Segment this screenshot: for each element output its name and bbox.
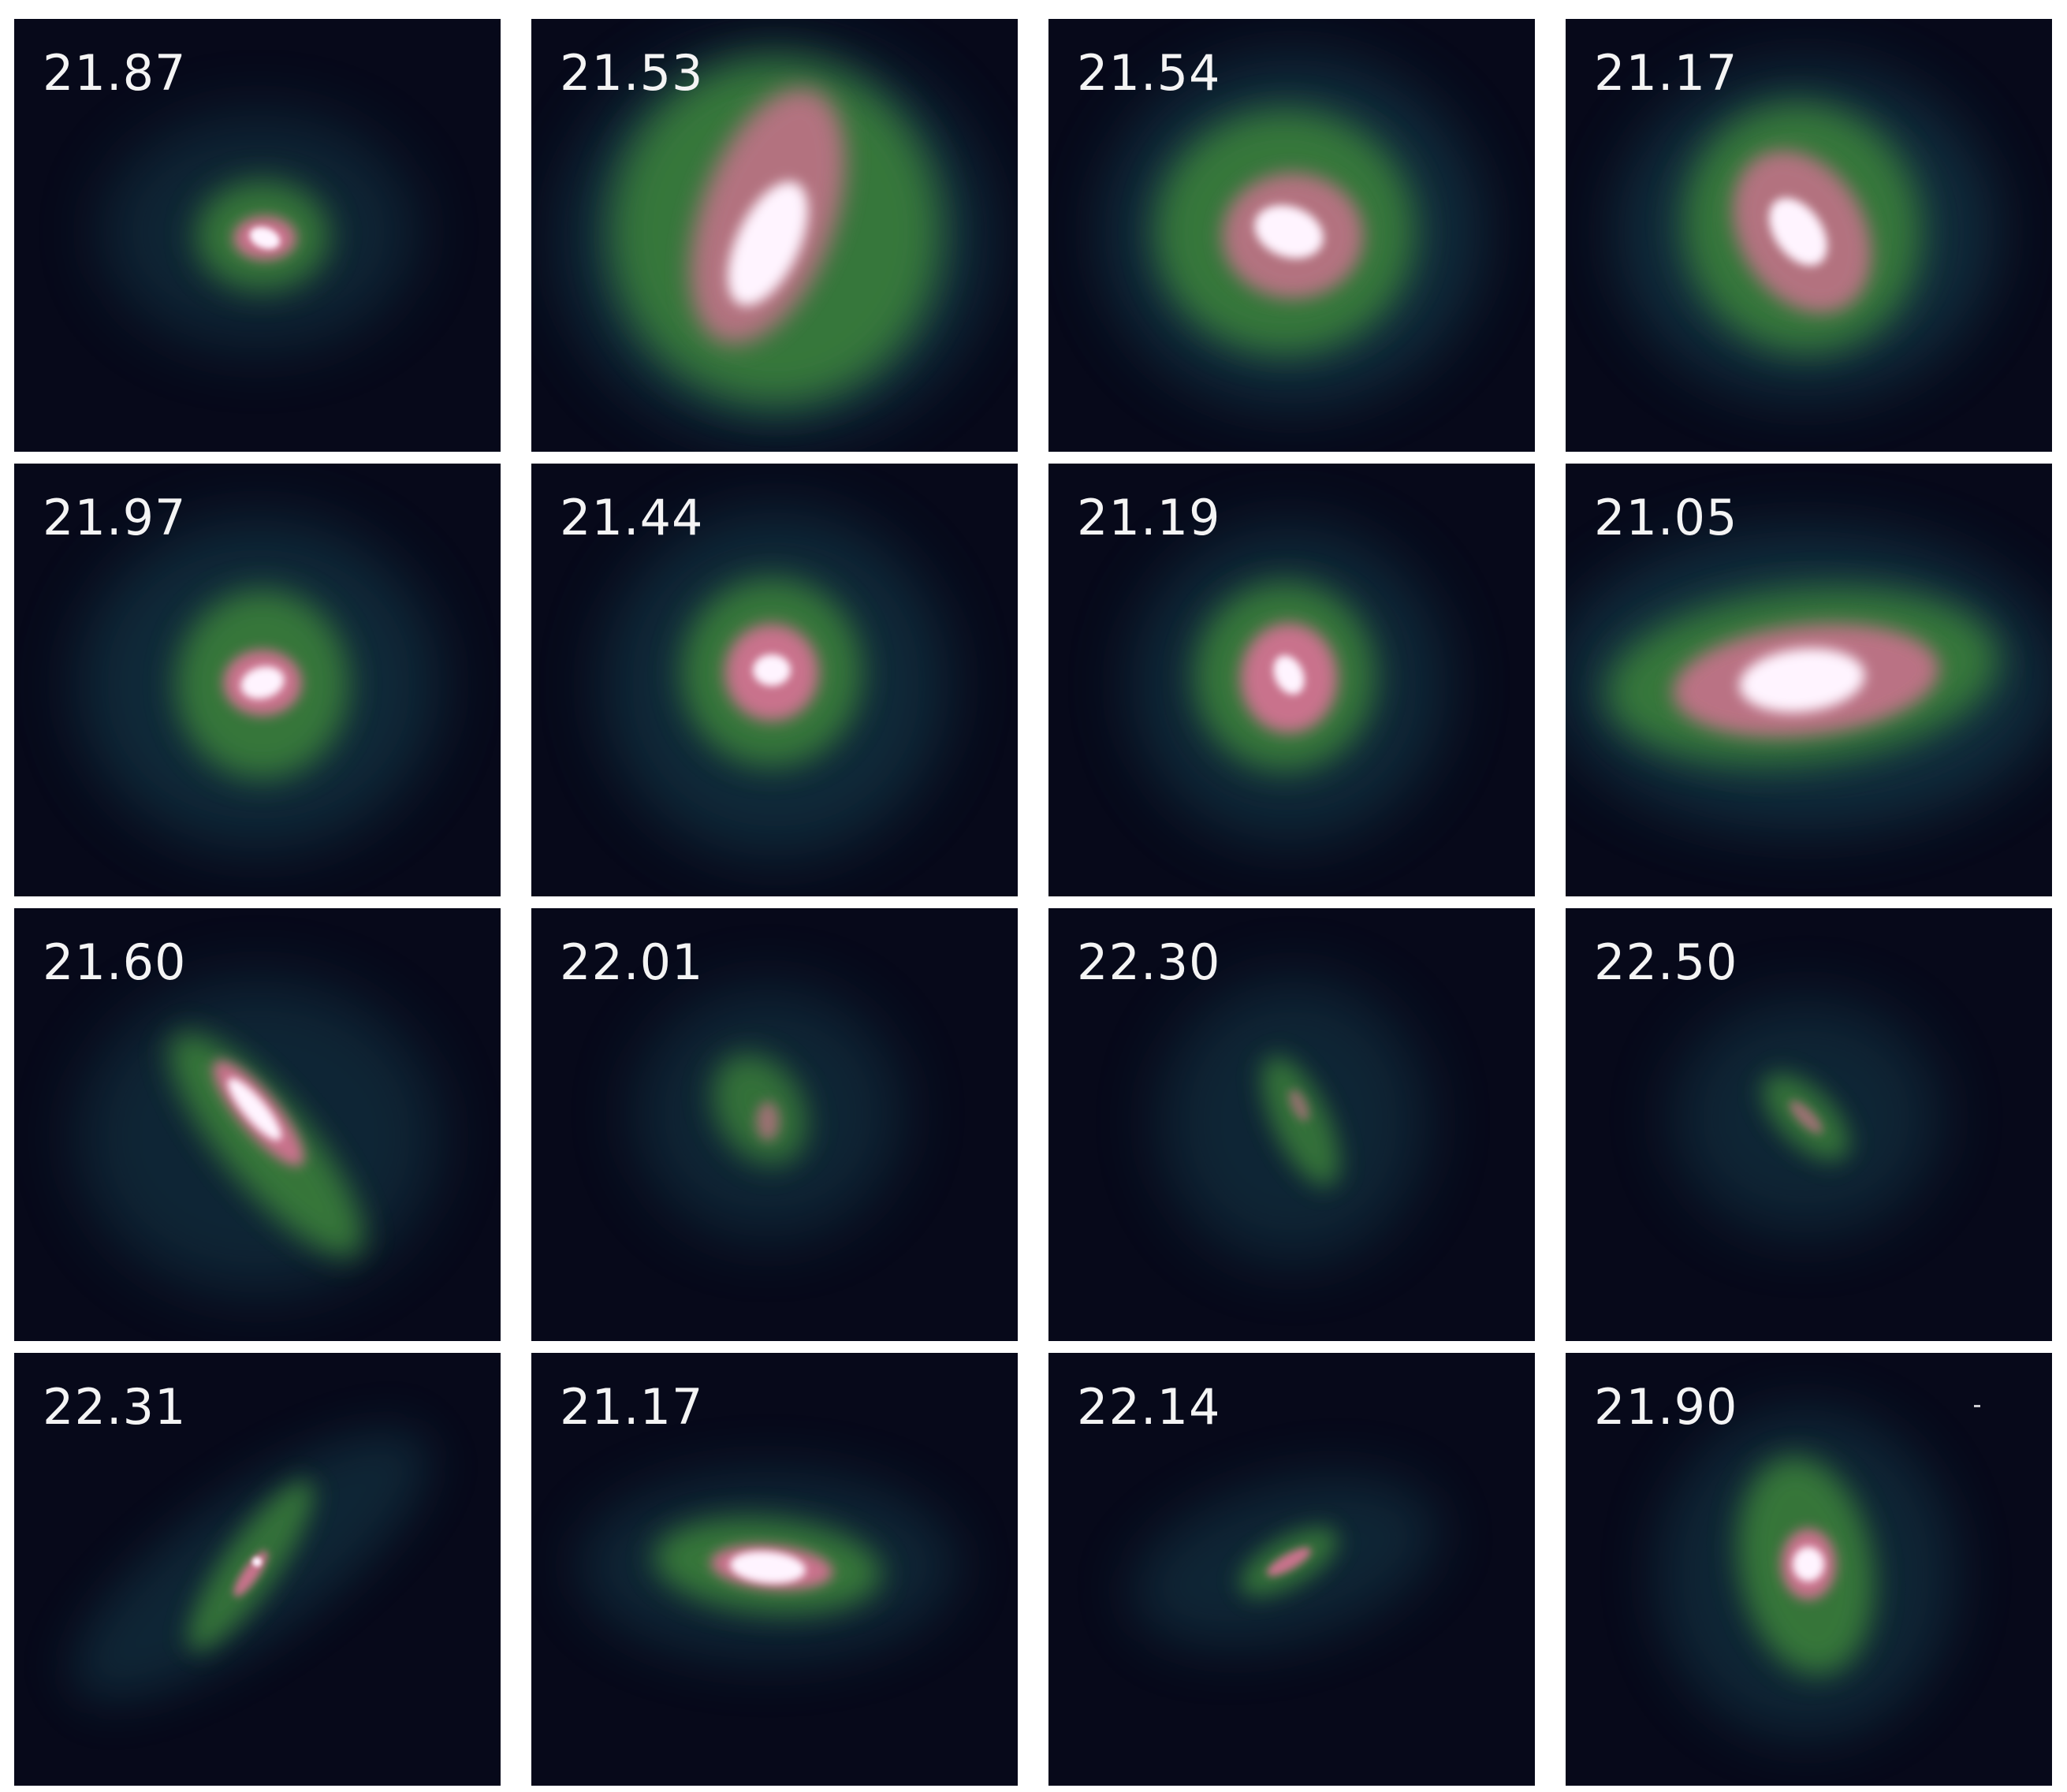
galaxy-panel: 21.17 <box>1566 19 2052 452</box>
panel-label: 21.17 <box>1594 44 1738 102</box>
galaxy-panel: 21.97 <box>14 464 501 896</box>
galaxy-image <box>1131 1475 1439 1649</box>
galaxy-panel: 22.14 <box>1048 1353 1535 1786</box>
galaxy-image <box>1566 531 2052 830</box>
panel-label: 21.19 <box>1077 489 1221 546</box>
panel-label: 21.17 <box>560 1378 704 1436</box>
panel-label: 22.01 <box>560 933 704 991</box>
panel-label: 21.05 <box>1594 489 1738 546</box>
galaxy-panel: 21.60 <box>14 908 501 1341</box>
galaxy-image <box>77 519 440 850</box>
galaxy-image <box>579 1471 957 1660</box>
galaxy-panel: 21.53 <box>531 19 1018 452</box>
galaxy-image <box>1104 58 1482 405</box>
galaxy-panel: 22.01 <box>531 908 1018 1341</box>
galaxy-image <box>101 114 416 350</box>
galaxy-panel: 22.31 <box>14 1353 501 1786</box>
galaxy-image <box>71 1430 430 1701</box>
galaxy-panel: 21.90 <box>1566 1353 2052 1786</box>
galaxy-panel: 21.05 <box>1566 464 2052 896</box>
galaxy-image <box>1617 66 1995 397</box>
galaxy-panel: 21.44 <box>531 464 1018 896</box>
panel-label: 21.53 <box>560 44 704 102</box>
panel-label: 22.30 <box>1077 933 1221 991</box>
panel-label: 21.60 <box>43 933 187 991</box>
panel-label: 22.31 <box>43 1378 187 1436</box>
galaxy-image <box>1656 1405 1980 1739</box>
panel-label: 21.54 <box>1077 44 1221 102</box>
galaxy-image <box>77 979 440 1295</box>
galaxy-image <box>602 511 949 858</box>
galaxy-panel: 21.19 <box>1048 464 1535 896</box>
galaxy-image <box>1672 999 1940 1235</box>
galaxy-panel: 22.30 <box>1048 908 1535 1341</box>
panel-label: 21.90 <box>1594 1378 1738 1436</box>
galaxy-panel: 22.50 <box>1566 908 2052 1341</box>
galaxy-image <box>634 987 902 1239</box>
galaxy-panel: 21.17 <box>531 1353 1018 1786</box>
galaxy-panel: 21.54 <box>1048 19 1535 452</box>
panel-label: 21.97 <box>43 489 187 546</box>
galaxy-image <box>563 43 989 437</box>
panel-label: 21.87 <box>43 44 187 102</box>
panel-label: 22.14 <box>1077 1378 1221 1436</box>
galaxy-image <box>1131 527 1447 842</box>
panel-label: 21.44 <box>560 489 704 546</box>
galaxy-panel: 21.87 <box>14 19 501 452</box>
galaxy-image <box>1159 979 1427 1263</box>
panel-label: 22.50 <box>1594 933 1738 991</box>
